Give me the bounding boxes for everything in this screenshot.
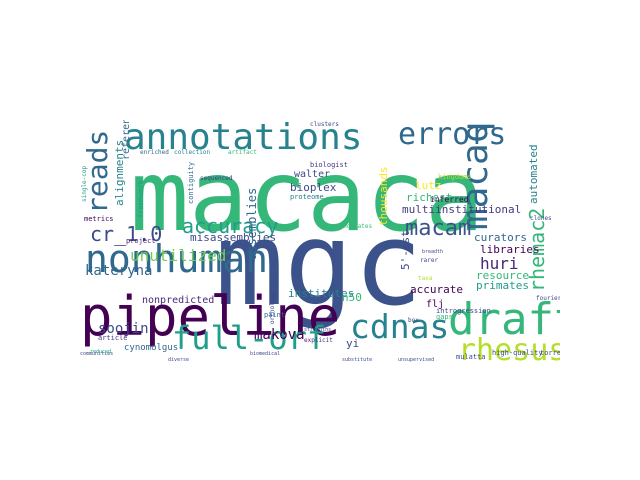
cloud-word: candidates bbox=[336, 223, 373, 230]
cloud-word: fourier bbox=[536, 295, 560, 302]
cloud-word: cr_1.0 bbox=[90, 222, 163, 246]
cloud-word: explicit bbox=[304, 337, 333, 344]
cloud-word: orthology bbox=[269, 291, 276, 324]
cloud-word: collection bbox=[174, 149, 211, 156]
cloud-word: rhesus bbox=[458, 333, 560, 363]
cloud-word: bioplex bbox=[290, 181, 337, 194]
cloud-word: contiguity bbox=[187, 161, 195, 204]
cloud-word: macam bbox=[405, 216, 472, 241]
cloud-word: automated bbox=[527, 144, 540, 204]
cloud-word: misassemblies bbox=[190, 231, 277, 244]
cloud-word: unsupervised bbox=[398, 357, 435, 363]
cloud-word: primates bbox=[476, 279, 529, 292]
cloud-word: walter bbox=[294, 169, 331, 180]
cloud-word: resource bbox=[476, 269, 529, 282]
cloud-word: substitute bbox=[342, 357, 373, 363]
cloud-word: errors bbox=[398, 120, 507, 152]
cloud-word: 5'-est bbox=[399, 230, 412, 270]
cloud-word: unutilized bbox=[130, 246, 227, 265]
cloud-word: artifact bbox=[228, 149, 257, 156]
cloud-word: draft bbox=[448, 294, 560, 345]
cloud-word: gaps bbox=[436, 313, 453, 321]
cloud-word: introgression bbox=[436, 307, 491, 315]
cloud-word: cynomolgus bbox=[124, 343, 179, 353]
cloud-word: metrics bbox=[84, 215, 114, 223]
cloud-word: nonpredicted bbox=[142, 295, 215, 306]
cloud-word: accurate bbox=[410, 283, 463, 296]
cloud-word: biomedical bbox=[250, 351, 281, 357]
cloud-word: lutz bbox=[415, 179, 442, 192]
cloud-word: rarer bbox=[420, 257, 439, 264]
cloud-word: sequenced bbox=[200, 175, 233, 182]
cloud-word: curators bbox=[474, 231, 527, 244]
cloud-word: institutes bbox=[288, 287, 355, 300]
cloud-word: proteome bbox=[290, 193, 324, 201]
cloud-word: assemblies bbox=[245, 187, 259, 260]
cloud-word: inferred bbox=[430, 195, 469, 204]
cloud-word: reduced bbox=[90, 349, 112, 355]
cloud-word: paint bbox=[264, 311, 286, 319]
cloud-word: macaca bbox=[130, 140, 485, 254]
cloud-word: article bbox=[98, 334, 128, 342]
cloud-word: flj bbox=[426, 299, 445, 310]
cloud-word: breadth bbox=[422, 249, 444, 255]
cloud-word: clusters bbox=[310, 121, 339, 128]
cloud-word: taxa bbox=[418, 275, 433, 282]
cloud-word: huri bbox=[480, 254, 519, 273]
cloud-word: accuracy bbox=[182, 214, 279, 238]
cloud-word: n50 bbox=[342, 291, 362, 304]
cloud-word: nonhuman bbox=[85, 237, 269, 281]
cloud-word: mulatta bbox=[456, 353, 486, 361]
cloud-word: biologist bbox=[310, 161, 348, 169]
cloud-word: mgc bbox=[215, 198, 423, 332]
cloud-word: torrent bbox=[540, 349, 560, 357]
cloud-word: libraries bbox=[480, 243, 540, 256]
cloud-word: richest bbox=[406, 191, 453, 204]
cloud-word: enriched bbox=[140, 149, 169, 156]
cloud-word: makova bbox=[254, 327, 305, 343]
cloud-word: single-cop bbox=[81, 165, 88, 202]
cloud-word: clones bbox=[530, 215, 552, 222]
cloud-word: full-orf bbox=[172, 319, 327, 357]
cloud-word: soojin bbox=[98, 321, 149, 337]
word-cloud: macaca mgc pipeline nonhuman annotations… bbox=[80, 120, 560, 362]
cloud-word: kingdoms bbox=[438, 173, 472, 181]
cloud-word: high-quality bbox=[492, 349, 543, 357]
cloud-word: reference bbox=[121, 120, 132, 160]
cloud-word: reads bbox=[81, 129, 114, 214]
cloud-word: multiinstitutional bbox=[402, 203, 522, 216]
cloud-word: project bbox=[126, 237, 156, 245]
cloud-word: yi bbox=[346, 337, 360, 350]
cloud-word: thousands bbox=[377, 166, 390, 226]
cloud-word: cdnas bbox=[350, 307, 450, 346]
cloud-word: pipeline bbox=[80, 285, 341, 348]
cloud-word: diverse bbox=[168, 357, 190, 363]
cloud-word: kateryna bbox=[85, 263, 153, 279]
cloud-word: framework bbox=[137, 180, 145, 218]
cloud-word: communities bbox=[80, 351, 114, 357]
cloud-word: box bbox=[408, 317, 419, 324]
cloud-word: strengths bbox=[304, 327, 332, 333]
cloud-word: annotations bbox=[124, 120, 363, 158]
